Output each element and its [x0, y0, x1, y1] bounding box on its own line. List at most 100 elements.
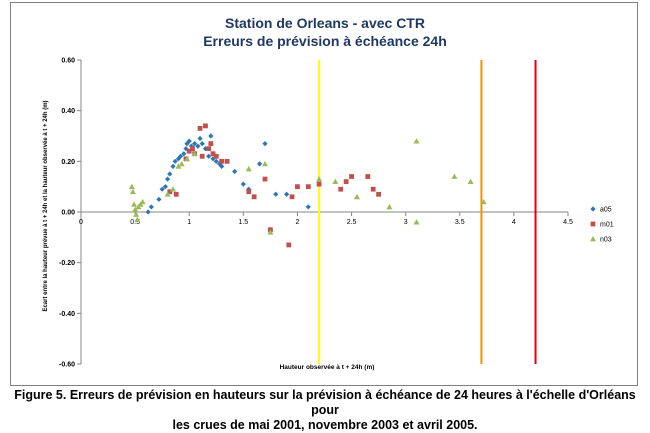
data-point-n03	[134, 216, 141, 222]
data-point-m01	[338, 186, 344, 192]
x-tick-label: 4.5	[563, 219, 573, 226]
x-tick-label: 1	[187, 219, 191, 226]
y-tick-label: -0.40	[59, 311, 75, 318]
data-point-m01	[365, 174, 371, 179]
legend-label-n03: n03	[600, 237, 612, 244]
data-point-m01	[199, 153, 205, 159]
data-point-n03	[128, 183, 135, 190]
x-axis-label: Hauteur observée à t + 24h (m)	[280, 364, 375, 371]
data-point-a05	[256, 161, 263, 167]
data-point-m01	[219, 158, 225, 164]
data-point-m01	[305, 184, 311, 190]
data-point-a05	[156, 196, 162, 202]
data-point-m01	[190, 146, 195, 152]
legend: a05 m01 n03	[590, 206, 614, 244]
data-point-a05	[177, 153, 184, 159]
data-point-n03	[413, 138, 420, 144]
data-point-a05	[162, 184, 169, 190]
data-point-a05	[186, 138, 192, 144]
data-point-a05	[305, 204, 311, 210]
data-point-a05	[195, 143, 201, 149]
chart-area: Station de Orleans - avec CTR Erreurs de…	[10, 2, 638, 386]
data-point-m01	[186, 148, 192, 154]
data-point-n03	[178, 160, 185, 167]
y-tick-label: 0.40	[61, 108, 75, 115]
x-tick-label: 2	[295, 219, 299, 226]
legend-label-m01: m01	[600, 222, 614, 229]
data-point-m01	[246, 189, 252, 195]
data-point-a05	[197, 135, 203, 142]
data-point-m01	[213, 153, 219, 159]
data-point-m01	[208, 141, 214, 146]
data-point-m01	[343, 179, 349, 184]
data-point-n03	[332, 178, 339, 184]
data-point-a05	[172, 158, 178, 164]
data-point-n03	[164, 191, 171, 197]
data-point-a05	[148, 204, 154, 210]
data-point-n03	[129, 188, 136, 195]
x-tick-label: 1.5	[238, 219, 248, 226]
data-point-n03	[386, 203, 393, 210]
y-tick-label: 0.20	[61, 159, 75, 166]
data-point-m01	[197, 126, 203, 131]
data-point-m01	[206, 146, 212, 152]
data-point-a05	[167, 171, 173, 177]
data-point-a05	[164, 176, 171, 182]
caption-line-1: Figure 5. Erreurs de prévision en hauteu…	[14, 388, 636, 417]
data-point-n03	[245, 165, 252, 172]
data-point-a05	[262, 141, 268, 147]
scatter-chart: Station de Orleans - avec CTR Erreurs de…	[43, 15, 614, 371]
data-point-n03	[191, 150, 198, 157]
data-point-a05	[240, 181, 246, 187]
data-point-n03	[133, 211, 140, 217]
x-tick-label: 2.5	[347, 219, 357, 226]
y-tick-label: -0.60	[59, 362, 75, 369]
data-point-m01	[349, 174, 354, 179]
data-point-m01	[262, 176, 268, 182]
y-tick-label: 0.60	[61, 58, 75, 65]
data-point-n03	[139, 198, 146, 205]
data-point-a05	[206, 153, 212, 159]
data-point-n03	[353, 193, 360, 200]
y-tick-label: -0.20	[59, 260, 75, 267]
data-point-m01	[289, 194, 295, 200]
caption-line-2: les crues de mai 2001, novembre 2003 et …	[172, 418, 478, 432]
data-point-n03	[451, 173, 458, 179]
data-point-n03	[169, 186, 176, 192]
data-point-a05	[232, 168, 238, 175]
data-point-n03	[184, 155, 191, 162]
legend-marker-n03	[590, 236, 596, 242]
data-point-a05	[273, 191, 279, 197]
chart-title: Station de Orleans - avec CTR	[225, 15, 425, 31]
legend-label-a05: a05	[600, 207, 612, 214]
data-point-n03	[131, 201, 138, 207]
y-tick-label: 0.00	[61, 210, 75, 217]
data-point-a05	[213, 158, 219, 164]
data-point-m01	[376, 191, 382, 197]
data-point-a05	[145, 209, 151, 215]
data-point-m01	[251, 194, 257, 200]
x-tick-label: 0	[79, 219, 83, 226]
legend-marker-m01	[590, 221, 596, 227]
data-point-a05	[199, 141, 205, 147]
plot-area: -0.60 -0.40 -0.20 0.00 0.20 0.40 0.60 0 0.5 1 1.5 2…	[59, 58, 573, 369]
x-tick-label: 3.5	[455, 219, 465, 226]
data-point-a05	[208, 133, 214, 139]
x-tick-label: 3	[404, 219, 408, 226]
data-point-m01	[286, 242, 292, 248]
data-point-a05	[159, 186, 165, 192]
data-point-m01	[203, 123, 208, 129]
legend-marker-a05	[590, 206, 596, 212]
data-point-a05	[170, 163, 176, 169]
data-point-m01	[224, 158, 230, 164]
data-point-n03	[316, 176, 323, 182]
data-point-m01	[167, 189, 173, 195]
data-point-n03	[175, 163, 182, 169]
chart-subtitle: Erreurs de prévision à échéance 24h	[203, 33, 447, 49]
y-axis-label: Ecart entre la hauteur prévue à t + 24h …	[43, 100, 49, 311]
data-point-n03	[267, 229, 274, 235]
x-tick-label: 4	[512, 219, 516, 226]
data-point-n03	[261, 160, 268, 167]
data-point-m01	[173, 191, 179, 197]
data-point-m01	[316, 181, 322, 187]
